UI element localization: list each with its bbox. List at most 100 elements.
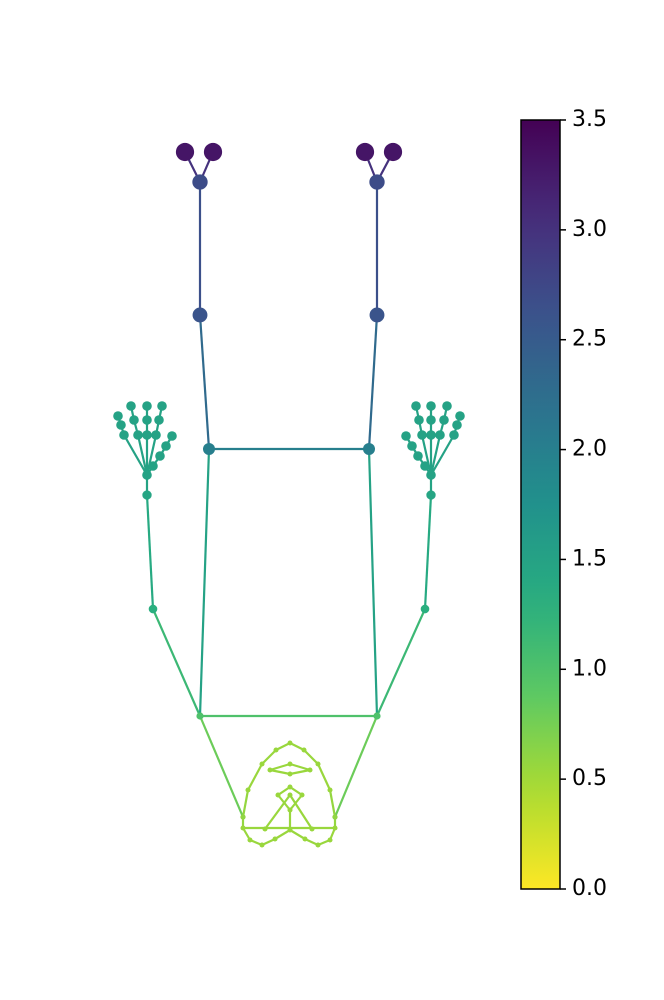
joint [262,826,268,832]
joint [420,461,430,471]
bone [423,494,433,610]
colorbar-tick-label: 3.0 [572,217,607,242]
joint [411,401,421,411]
joint [196,712,204,720]
colorbar-tick-label: 0.5 [572,766,607,791]
joint [307,767,313,773]
joint [151,430,161,440]
joint [401,431,411,441]
joint [302,836,308,842]
skeleton-joints [113,142,465,848]
colorbar-tick-label: 1.5 [572,546,607,571]
joint [129,415,139,425]
bone [241,789,250,818]
joint [301,747,307,753]
bone [289,762,311,772]
bone [289,768,311,776]
colorbar-tick-label: 0.0 [572,876,607,901]
joint [426,430,436,440]
joint [116,420,126,430]
bone [269,762,291,772]
joint [287,827,293,833]
joint [439,415,449,425]
joint [126,401,136,411]
joint [275,792,281,798]
bone [430,434,455,476]
joint [287,792,293,798]
joint [442,401,452,411]
joint [155,451,165,461]
joint [148,461,158,471]
bone [289,829,306,840]
joint [154,415,164,425]
joint [426,490,436,500]
joint [332,814,338,820]
joint [273,747,279,753]
bone [269,768,291,776]
joint [309,826,315,832]
joint [192,174,208,190]
bone [123,434,148,476]
joint [175,142,195,162]
colorbar-tick-label: 1.0 [572,656,607,681]
joint [142,415,152,425]
joint [113,411,123,421]
joint [287,771,293,777]
joint [245,787,251,793]
joint [259,842,265,848]
joint [287,761,293,767]
joint [327,837,333,843]
bone [375,608,427,717]
bone [429,434,442,476]
joint [133,430,143,440]
joint [119,430,129,440]
bone [367,314,379,450]
bone [317,763,331,791]
joint [426,401,436,411]
joint [167,431,177,441]
bone [261,749,277,765]
joint [315,842,321,848]
joint [420,604,430,614]
joint [267,767,273,773]
bone [289,794,313,830]
joint [426,470,436,480]
bone [198,314,211,450]
joint [287,807,293,813]
bone [303,749,319,765]
joint [373,712,381,720]
joint [363,443,375,455]
joint [287,740,293,746]
joint [414,415,424,425]
joint [148,604,158,614]
joint [407,441,417,451]
joint [327,787,333,793]
joint [142,470,152,480]
bone [289,742,305,751]
bone [333,715,379,818]
colorbar-tick-label: 2.0 [572,437,607,462]
joint [142,430,152,440]
bone [198,448,211,717]
joint [299,792,305,798]
joint [240,814,246,820]
joint [192,307,208,323]
bone [328,789,337,818]
bone [420,434,433,476]
joint [355,142,375,162]
bone [367,448,379,717]
bone [145,434,158,476]
colorbar-tick-label: 3.5 [572,107,607,132]
joint [315,761,321,767]
joint [161,441,171,451]
bone [274,829,291,840]
joint [142,490,152,500]
joint [435,430,445,440]
colorbar-tick-label: 2.5 [572,327,607,352]
bone [247,763,263,791]
joint [369,174,385,190]
bone [264,794,291,830]
joint [417,430,427,440]
bone [145,494,155,610]
